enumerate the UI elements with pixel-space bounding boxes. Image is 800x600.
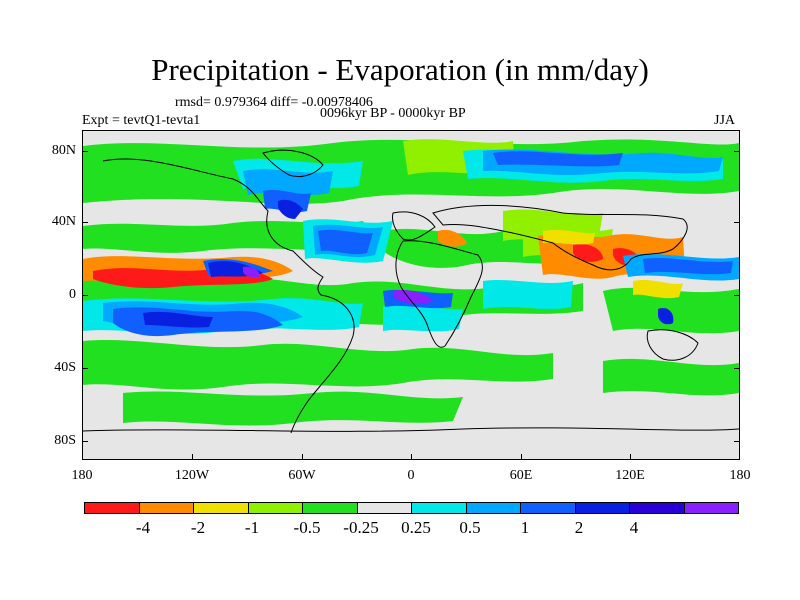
colorbar-swatch bbox=[575, 503, 630, 513]
colorbar-label: -0.25 bbox=[343, 518, 379, 537]
colorbar-swatch bbox=[248, 503, 303, 513]
lat-label-80s: 80S bbox=[54, 433, 76, 448]
lon-tick bbox=[192, 454, 193, 460]
colorbar-label: 2 bbox=[574, 518, 584, 537]
lat-tick bbox=[734, 151, 740, 152]
map-field bbox=[83, 139, 739, 434]
anomaly-darkblue-layer bbox=[143, 199, 674, 328]
colorbar-label: 4 bbox=[629, 518, 639, 537]
lon-label-180e: 180 bbox=[729, 468, 751, 483]
lat-label-80n: 80N bbox=[51, 143, 76, 158]
colorbar-label: 1 bbox=[520, 518, 530, 537]
colorbar-label: -4 bbox=[135, 518, 151, 537]
lat-tick bbox=[734, 295, 740, 296]
stats-text: rmsd= 0.979364 diff= -0.00978406 bbox=[175, 95, 373, 110]
lon-tick bbox=[630, 454, 631, 460]
anomaly-purple-layer bbox=[243, 266, 433, 304]
lat-tick bbox=[82, 441, 88, 442]
lat-tick bbox=[82, 295, 88, 296]
colorbar-swatch bbox=[139, 503, 194, 513]
plot-title: Precipitation - Evaporation (in mm/day) bbox=[151, 52, 649, 87]
colorbar-swatch bbox=[194, 503, 249, 513]
lon-label-60w: 60W bbox=[288, 468, 316, 483]
colorbar-swatch bbox=[303, 503, 358, 513]
colorbar-label: 0.25 bbox=[401, 518, 431, 537]
anomaly-yellow-layer bbox=[543, 229, 683, 299]
colorbar-swatch bbox=[412, 503, 467, 513]
experiment-label: Expt = tevtQ1-tevta1 bbox=[82, 113, 201, 128]
colorbar-swatch bbox=[85, 503, 140, 513]
lon-label-120w: 120W bbox=[174, 468, 210, 483]
map-panel bbox=[82, 130, 740, 460]
colorbar-swatch bbox=[630, 503, 685, 513]
colorbar-swatch bbox=[466, 503, 521, 513]
lat-label-40n: 40N bbox=[51, 214, 76, 229]
period-text: 0096kyr BP - 0000kyr BP bbox=[320, 106, 466, 121]
lon-label-60e: 60E bbox=[509, 468, 533, 483]
lat-tick bbox=[734, 368, 740, 369]
lat-tick bbox=[734, 222, 740, 223]
lon-label-0: 0 bbox=[407, 468, 415, 483]
lat-tick bbox=[82, 222, 88, 223]
lon-tick bbox=[302, 454, 303, 460]
lat-label-40s: 40S bbox=[54, 360, 76, 375]
colorbar bbox=[84, 502, 739, 514]
colorbar-label: 0.5 bbox=[459, 518, 481, 537]
lon-label-120e: 120E bbox=[615, 468, 645, 483]
season-label: JJA bbox=[714, 113, 736, 128]
colorbar-label: -0.5 bbox=[293, 518, 321, 537]
colorbar-swatch bbox=[357, 503, 412, 513]
lon-label-180w: 180 bbox=[71, 468, 93, 483]
lat-tick bbox=[82, 368, 88, 369]
coastlines bbox=[83, 149, 739, 434]
lon-tick bbox=[521, 454, 522, 460]
colorbar-label: -2 bbox=[190, 518, 206, 537]
lon-tick bbox=[411, 454, 412, 460]
colorbar-label: -1 bbox=[244, 518, 260, 537]
lat-tick bbox=[82, 151, 88, 152]
lat-label-0: 0 bbox=[69, 287, 76, 302]
lat-tick bbox=[734, 441, 740, 442]
colorbar-swatch bbox=[521, 503, 576, 513]
colorbar-swatch bbox=[684, 503, 738, 513]
